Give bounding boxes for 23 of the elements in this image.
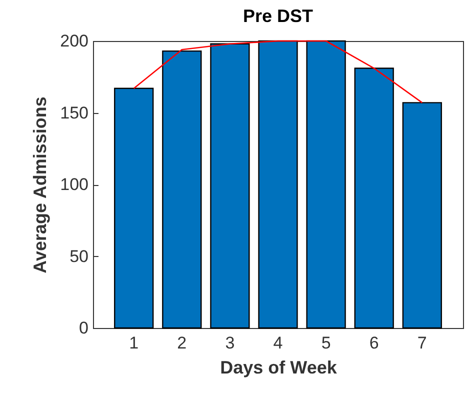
x-tick-label: 6 <box>369 334 379 352</box>
x-tick-label: 3 <box>225 334 235 352</box>
y-tick-label: 0 <box>79 318 88 338</box>
bar <box>162 50 202 329</box>
bar <box>354 68 394 329</box>
y-axis-title: Average Admissions <box>30 96 50 274</box>
x-tick-label: 5 <box>321 334 331 352</box>
bar <box>114 88 154 329</box>
line-series <box>133 40 423 104</box>
bar <box>306 40 346 329</box>
y-tick-label: 100 <box>60 175 88 194</box>
x-tick-label: 2 <box>177 334 187 352</box>
bar <box>258 40 298 329</box>
y-tick-label: 200 <box>60 32 88 50</box>
y-tick-label: 150 <box>60 103 88 122</box>
x-tick-label: 4 <box>273 334 283 352</box>
x-tick-label: 1 <box>129 334 139 352</box>
y-tick-label: 50 <box>70 246 88 266</box>
x-tick-label: 7 <box>417 334 427 352</box>
chart-title: Pre DST <box>242 6 314 26</box>
bar <box>402 102 442 329</box>
x-axis-title: Days of Week <box>220 358 338 378</box>
bar <box>210 43 250 329</box>
